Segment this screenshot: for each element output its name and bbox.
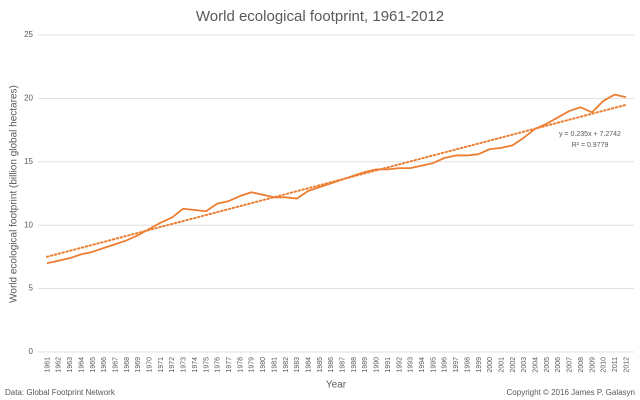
copyright-note: Copyright © 2016 James P. Galasyn <box>507 388 635 397</box>
x-tick-label: 1991 <box>385 357 392 373</box>
y-tick-label: 0 <box>29 347 34 356</box>
x-tick-label: 1967 <box>112 357 119 373</box>
x-tick-label: 1994 <box>419 357 426 373</box>
x-tick-label: 1963 <box>67 357 74 373</box>
x-tick-label: 1990 <box>374 357 381 373</box>
x-tick-label: 1985 <box>317 357 324 373</box>
x-tick-label: 1998 <box>464 357 471 373</box>
x-tick-label: 1999 <box>476 357 483 373</box>
x-tick-label: 1974 <box>192 357 199 373</box>
x-tick-label: 1977 <box>226 357 233 373</box>
x-tick-label: 1986 <box>328 357 335 373</box>
source-note: Data: Global Footprint Network <box>5 388 116 397</box>
x-tick-label: 2004 <box>533 357 540 373</box>
x-tick-label: 1983 <box>294 357 301 373</box>
x-tick-label: 1993 <box>408 357 415 373</box>
chart-title: World ecological footprint, 1961-2012 <box>196 8 444 25</box>
x-tick-label: 1980 <box>260 357 267 373</box>
x-tick-label: 1968 <box>124 357 131 373</box>
x-tick-label: 2001 <box>498 357 505 373</box>
x-tick-label: 2007 <box>567 357 574 373</box>
data-line <box>46 93 627 265</box>
x-tick-label: 1987 <box>340 357 347 373</box>
x-tick-label: 1970 <box>147 357 154 373</box>
y-tick-label: 5 <box>29 284 34 293</box>
x-tick-label: 2002 <box>510 357 517 373</box>
x-tick-label: 2011 <box>612 357 619 372</box>
x-tick-label: 1979 <box>249 357 256 373</box>
y-axis-label: World ecological footprint (billion glob… <box>9 85 20 303</box>
x-tick-label: 1971 <box>158 357 165 373</box>
trendline-r2: R² = 0.9779 <box>572 142 609 149</box>
x-tick-label: 1961 <box>44 357 51 373</box>
x-tick-label: 1997 <box>453 357 460 373</box>
x-tick-label: 1975 <box>203 357 210 373</box>
x-tick-label: 2010 <box>601 357 608 373</box>
x-tick-label: 1965 <box>90 357 97 373</box>
x-tick-label: 1964 <box>78 357 85 373</box>
x-tick-label: 2003 <box>521 357 528 373</box>
x-tick-label: 1984 <box>305 357 312 373</box>
x-tick-label: 1992 <box>396 357 403 373</box>
x-tick-label: 1996 <box>442 357 449 373</box>
x-tick-label: 2008 <box>578 357 585 373</box>
x-tick-label: 1966 <box>101 357 108 373</box>
x-axis-label: Year <box>326 380 347 391</box>
y-tick-label: 10 <box>24 220 33 229</box>
x-tick-label: 1978 <box>237 357 244 373</box>
x-tick-label: 2005 <box>544 357 551 373</box>
trendline-equation: y = 0.235x + 7.2742 <box>559 131 621 138</box>
x-tick-label: 2000 <box>487 357 494 373</box>
x-tick-label: 1972 <box>169 357 176 373</box>
x-tick-label: 1981 <box>271 357 278 373</box>
x-tick-label: 2006 <box>555 357 562 373</box>
x-tick-label: 1962 <box>56 357 63 373</box>
y-tick-label: 25 <box>24 30 33 39</box>
x-tick-label: 1973 <box>181 357 188 373</box>
y-tick-label: 15 <box>24 157 33 166</box>
x-tick-label: 2009 <box>589 357 596 373</box>
y-tick-label: 20 <box>24 94 33 103</box>
x-tick-label: 1988 <box>351 357 358 373</box>
x-tick-label: 1976 <box>215 357 222 373</box>
x-tick-label: 1982 <box>283 357 290 373</box>
x-tick-label: 1995 <box>430 357 437 373</box>
x-tick-label: 2012 <box>623 357 630 373</box>
x-tick-label: 1989 <box>362 357 369 373</box>
x-tick-label: 1969 <box>135 357 142 373</box>
